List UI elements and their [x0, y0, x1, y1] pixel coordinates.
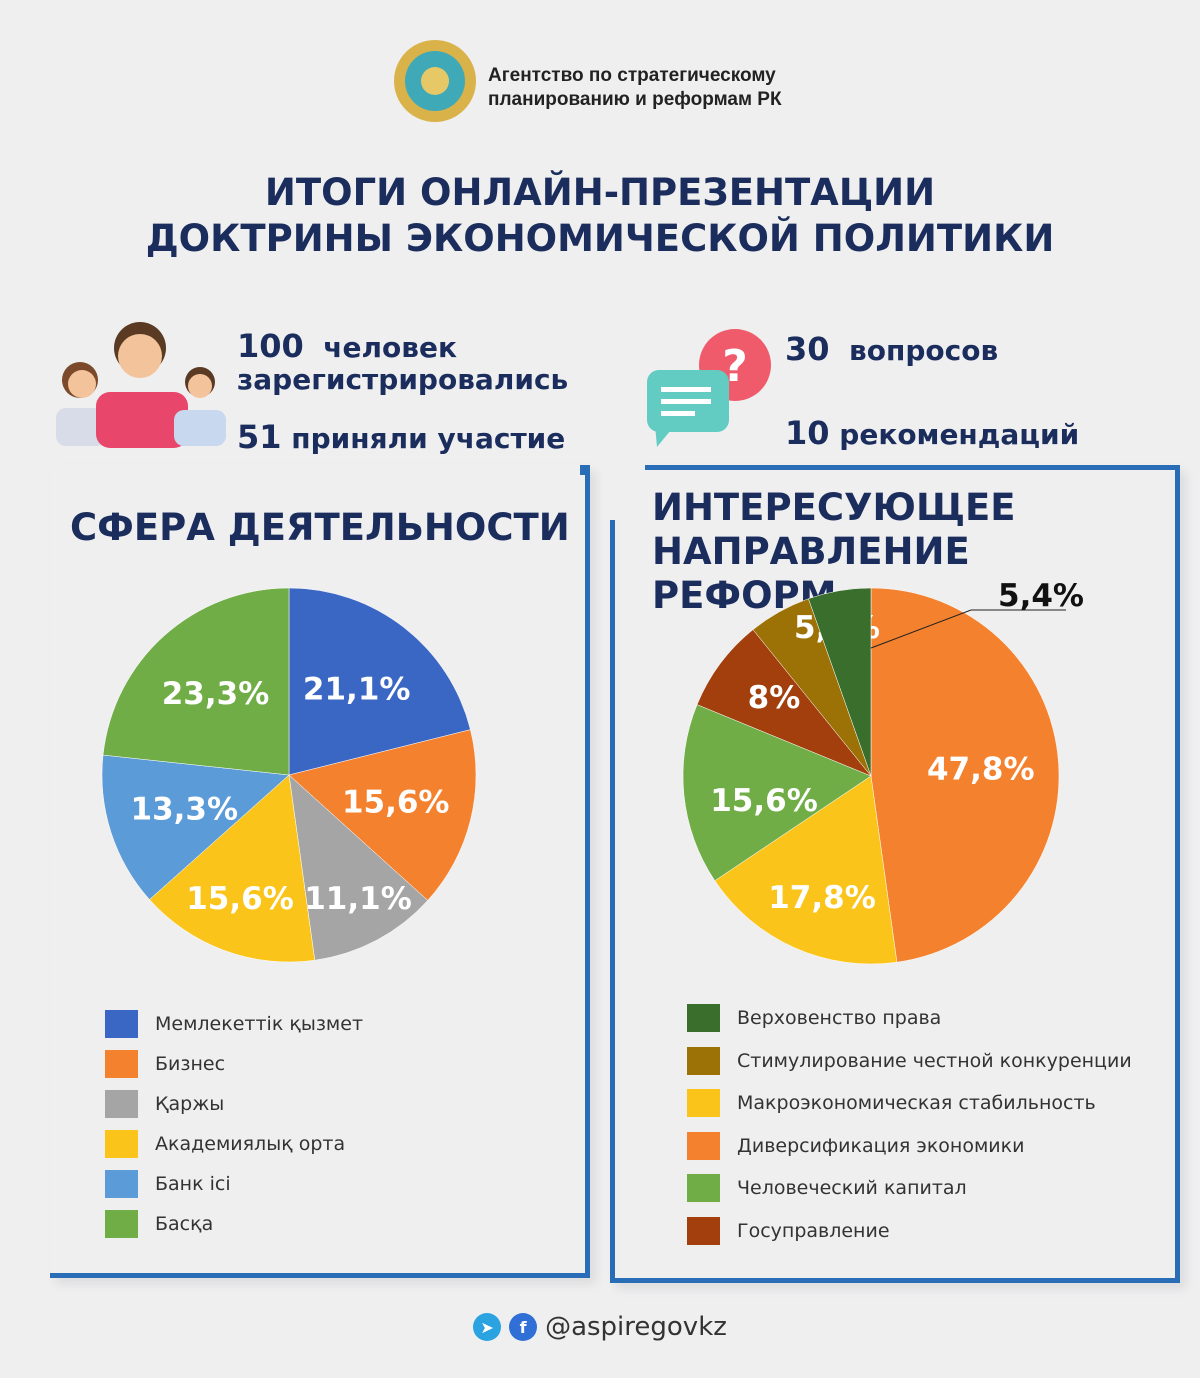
legend-swatch — [105, 1010, 138, 1038]
legend-label: Стимулирование честной конкуренции — [737, 1049, 1132, 1072]
pie-slice — [288, 587, 471, 776]
recommendations-number: 10 — [785, 414, 830, 452]
pie-slice — [714, 775, 898, 965]
legend-label: Человеческий капитал — [737, 1177, 967, 1200]
pie-data-label: 23,3% — [162, 676, 270, 712]
pie-data-label: 5,4% — [998, 578, 1084, 614]
title-line-1: ИТОГИ ОНЛАЙН-ПРЕЗЕНТАЦИИ — [264, 171, 936, 214]
legend-swatch — [105, 1050, 138, 1078]
facebook-icon[interactable]: f — [509, 1313, 538, 1341]
participated-label: приняли участие — [291, 422, 566, 455]
legend-item: Госуправление — [687, 1210, 1132, 1253]
pie-slice — [870, 587, 1060, 963]
people-icon — [56, 322, 226, 448]
questions-stat: 30 вопросов — [785, 330, 998, 368]
registered-number: 100 — [237, 327, 304, 365]
legend-swatch — [105, 1210, 138, 1238]
chart-1-title: СФЕРА ДЕЯТЕЛЬНОСТИ — [70, 506, 570, 549]
legend-swatch — [687, 1089, 720, 1118]
pie-data-label: 17,8% — [768, 880, 876, 916]
pie-data-label: 13,3% — [131, 792, 239, 828]
activity-panel — [50, 465, 590, 1278]
pie-data-label: 15,6% — [710, 783, 818, 819]
pie-slice — [149, 774, 316, 963]
leader-line — [870, 609, 1066, 649]
participated-number: 51 — [237, 418, 282, 456]
recommendations-stat: 10 рекомендаций — [785, 414, 1079, 452]
pie-slice — [102, 587, 290, 776]
questions-chat-icon: ? — [647, 329, 771, 447]
legend-label: Банк ісі — [155, 1173, 231, 1195]
registered-label-2: зарегистрировались — [237, 363, 569, 396]
legend-label: Мемлекеттік қызмет — [155, 1013, 364, 1035]
pie-slice — [288, 729, 477, 901]
legend-item: Банк ісі — [105, 1164, 363, 1204]
legend-label: Қаржы — [155, 1093, 225, 1115]
legend-label: Басқа — [155, 1213, 214, 1235]
pie-data-label: 8% — [748, 680, 801, 716]
registered-stat: 100 человек зарегистрировались — [237, 330, 568, 396]
legend-swatch — [687, 1216, 720, 1245]
participated-stat: 51 приняли участие — [237, 418, 565, 456]
pie-data-label: 47,8% — [927, 751, 1035, 787]
panel-gap — [605, 460, 645, 520]
telegram-icon[interactable]: ➤ — [473, 1313, 502, 1341]
reforms-panel — [610, 465, 1180, 1283]
legend-label: Бизнес — [155, 1053, 226, 1075]
emblem-icon — [394, 40, 476, 122]
legend-swatch — [687, 1046, 720, 1075]
legend-item: Верховенство права — [687, 997, 1132, 1040]
organization-name: Агентство по стратегическому планировани… — [488, 64, 782, 112]
legend-item: Стимулирование честной конкуренции — [687, 1040, 1132, 1083]
panel-border-accent — [580, 465, 585, 475]
org-line-1: Агентство по стратегическому — [488, 65, 776, 86]
footer: ➤ f @aspiregovkz — [0, 1312, 1200, 1342]
questions-label: вопросов — [849, 334, 999, 367]
legend-reforms: Верховенство права Стимулирование честной… — [687, 997, 1132, 1252]
legend-item: Диверсификация экономики — [687, 1125, 1132, 1168]
legend-swatch — [105, 1130, 138, 1158]
pie-slice — [808, 587, 872, 777]
legend-label: Госуправление — [737, 1219, 890, 1242]
recommendations-label: рекомендаций — [839, 418, 1080, 451]
pie-data-label: 15,6% — [186, 881, 294, 917]
legend-label: Академиялық орта — [155, 1133, 346, 1155]
legend-item: Басқа — [105, 1204, 363, 1244]
legend-activity: Мемлекеттік қызмет Бизнес Қаржы Академиялық… — [105, 1004, 363, 1244]
legend-item: Макроэкономическая стабильность — [687, 1082, 1132, 1125]
legend-item: Академиялық орта — [105, 1124, 363, 1164]
title-line-2: ДОКТРИНЫ ЭКОНОМИЧЕСКОЙ ПОЛИТИКИ — [145, 217, 1055, 260]
legend-swatch — [105, 1090, 138, 1118]
pie-chart-activity: 21,1% 15,6% 11,1% 15,6% 13,3% 23,3% — [101, 587, 477, 963]
legend-label: Диверсификация экономики — [737, 1134, 1025, 1157]
legend-swatch — [105, 1170, 138, 1198]
registered-label-1: человек — [323, 331, 457, 364]
legend-label: Макроэкономическая стабильность — [737, 1092, 1096, 1115]
pie-data-label: 11,1% — [304, 881, 412, 917]
legend-item: Бизнес — [105, 1044, 363, 1084]
legend-swatch — [687, 1004, 720, 1033]
pie-slice — [101, 754, 290, 900]
legend-swatch — [687, 1174, 720, 1203]
legend-item: Человеческий капитал — [687, 1167, 1132, 1210]
pie-data-label: 15,6% — [342, 785, 450, 821]
legend-item: Қаржы — [105, 1084, 363, 1124]
pie-data-label: 21,1% — [303, 671, 411, 707]
org-line-2: планированию и реформам РК — [488, 89, 782, 110]
legend-item: Мемлекеттік қызмет — [105, 1004, 363, 1044]
pie-chart-reforms: 47,8%17,8%15,6%8%5,4%5,4% — [682, 578, 1084, 965]
questions-number: 30 — [785, 330, 830, 368]
legend-label: Верховенство права — [737, 1007, 942, 1030]
legend-swatch — [687, 1131, 720, 1160]
social-handle[interactable]: @aspiregovkz — [545, 1312, 727, 1342]
pie-slice — [696, 629, 872, 777]
pie-slice — [682, 704, 872, 882]
pie-slice — [288, 774, 429, 961]
page-title: ИТОГИ ОНЛАЙН-ПРЕЗЕНТАЦИИ ДОКТРИНЫ ЭКОНОМ… — [0, 170, 1200, 262]
